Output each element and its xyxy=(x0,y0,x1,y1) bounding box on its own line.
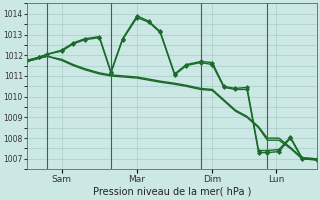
X-axis label: Pression niveau de la mer( hPa ): Pression niveau de la mer( hPa ) xyxy=(92,187,251,197)
